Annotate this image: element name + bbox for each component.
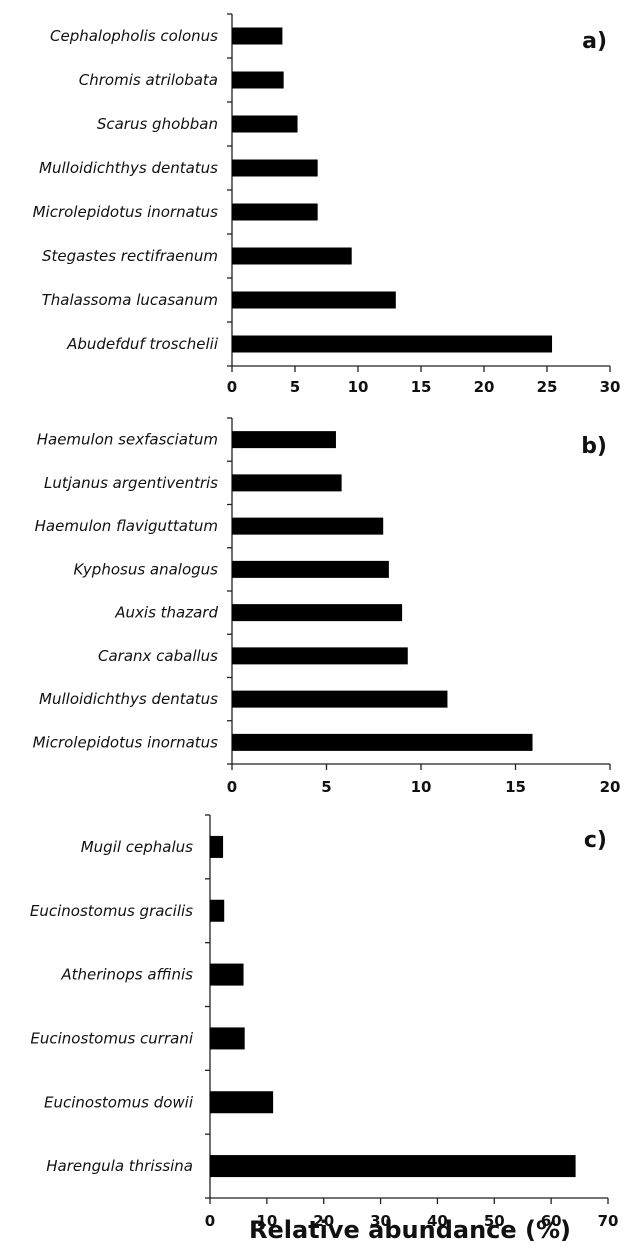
panel-a-bar-chart: a) Cephalopholis colonus Chromis atrilobat… <box>33 13 621 396</box>
x-axis-label: Relative abundance (%) <box>249 1216 571 1244</box>
category-label: Mugil cephalus <box>81 838 193 856</box>
panel-label: a) <box>582 29 607 54</box>
bar <box>232 604 403 622</box>
bar <box>232 474 342 492</box>
bar <box>232 247 352 265</box>
x-tick-label: 40 <box>427 1212 448 1230</box>
bar <box>210 1027 245 1050</box>
category-label: Auxis thazard <box>114 604 218 622</box>
x-tick-label: 70 <box>598 1212 619 1230</box>
category-label: Eucinostomus dowii <box>44 1093 194 1111</box>
bar <box>232 27 283 45</box>
category-label: Haemulon flaviguttatum <box>35 517 218 535</box>
x-tick-label: 5 <box>290 378 300 396</box>
bar <box>232 203 318 221</box>
category-label: Kyphosus analogus <box>74 560 219 578</box>
bar <box>232 335 553 353</box>
bar <box>232 291 396 309</box>
bar <box>232 647 408 665</box>
x-tick-label: 15 <box>505 778 526 796</box>
bar <box>210 1155 576 1178</box>
category-label: Chromis atrilobata <box>79 71 218 89</box>
x-tick-label: 0 <box>227 378 237 396</box>
panel-c-bar-chart: c) Mugil cephalus Eucinostomus gracilis Ath… <box>30 814 619 1230</box>
x-tick-label: 0 <box>227 778 237 796</box>
bar <box>232 71 284 89</box>
panel-label: c) <box>584 828 607 853</box>
bar <box>210 899 225 922</box>
category-label: Eucinostomus currani <box>30 1029 193 1047</box>
bar <box>210 1091 274 1114</box>
x-tick-label: 20 <box>600 778 621 796</box>
category-label: Abudefduf troschelii <box>66 335 219 353</box>
category-label: Eucinostomus gracilis <box>30 902 193 920</box>
bar <box>232 733 533 751</box>
x-tick-label: 20 <box>313 1212 334 1230</box>
bar <box>232 517 384 535</box>
x-tick-label: 10 <box>256 1212 277 1230</box>
x-tick-label: 50 <box>484 1212 505 1230</box>
bar <box>232 560 389 578</box>
category-label: Harengula thrissina <box>46 1157 193 1175</box>
panel-b-bar-chart: b) Haemulon sexfasciatum Lutjanus argentiv… <box>33 417 621 796</box>
category-label: Microlepidotus inornatus <box>33 733 219 751</box>
category-label: Microlepidotus inornatus <box>33 203 219 221</box>
x-tick-label: 20 <box>474 378 495 396</box>
x-tick-label: 15 <box>411 378 432 396</box>
x-tick-label: 25 <box>537 378 558 396</box>
bar <box>210 963 244 986</box>
bar <box>210 835 224 858</box>
bar <box>232 690 448 708</box>
category-label: Atherinops affinis <box>60 966 193 984</box>
x-tick-label: 10 <box>411 778 432 796</box>
panel-label: b) <box>581 434 607 459</box>
category-label: Cephalopholis colonus <box>50 27 218 45</box>
category-label: Stegastes rectifraenum <box>42 247 218 265</box>
bar <box>232 431 336 449</box>
x-tick-label: 5 <box>321 778 331 796</box>
x-tick-label: 0 <box>205 1212 215 1230</box>
category-label: Lutjanus argentiventris <box>44 474 218 492</box>
category-label: Scarus ghobban <box>97 115 218 133</box>
x-tick-label: 30 <box>370 1212 391 1230</box>
x-tick-label: 30 <box>600 378 621 396</box>
category-label: Thalassoma lucasanum <box>42 291 218 309</box>
category-label: Haemulon sexfasciatum <box>37 431 218 449</box>
category-label: Mulloidichthys dentatus <box>39 159 218 177</box>
bar <box>232 115 298 133</box>
x-tick-label: 60 <box>541 1212 562 1230</box>
x-tick-label: 10 <box>348 378 369 396</box>
bar <box>232 159 318 177</box>
category-label: Caranx caballus <box>98 647 218 665</box>
category-label: Mulloidichthys dentatus <box>39 690 218 708</box>
